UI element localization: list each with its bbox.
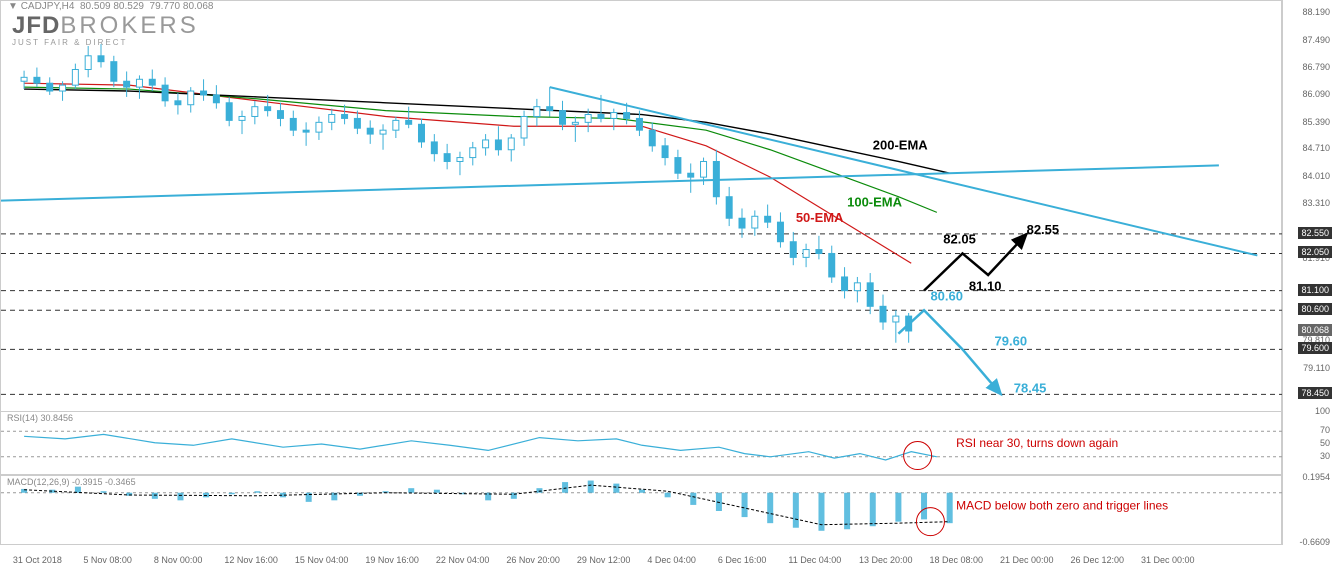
svg-text:50-EMA: 50-EMA xyxy=(796,210,844,225)
price-tick: 86.090 xyxy=(1302,89,1330,99)
time-tick: 29 Nov 12:00 xyxy=(577,555,631,565)
price-tick: 83.310 xyxy=(1302,198,1330,208)
svg-text:80.60: 80.60 xyxy=(930,288,963,303)
price-box: 80.068 xyxy=(1298,324,1332,336)
svg-text:100-EMA: 100-EMA xyxy=(847,195,903,210)
price-svg: 200-EMA 100-EMA50-EMA 82.55 82.05 81.10 80.60… xyxy=(1,1,1283,412)
svg-text:200-EMA: 200-EMA xyxy=(873,138,929,153)
time-tick: 5 Nov 08:00 xyxy=(83,555,132,565)
price-tick: 85.390 xyxy=(1302,117,1330,127)
svg-text:RSI near 30, turns down again: RSI near 30, turns down again xyxy=(956,436,1118,450)
time-tick: 19 Nov 16:00 xyxy=(365,555,419,565)
main-price-chart[interactable]: 200-EMA 100-EMA50-EMA 82.55 82.05 81.10 80.60… xyxy=(0,0,1282,411)
chart-container: ▼ CADJPY,H4 80.509 80.529 79.770 80.068 … xyxy=(0,0,1332,569)
svg-text:78.45: 78.45 xyxy=(1014,380,1047,395)
svg-text:82.55: 82.55 xyxy=(1027,222,1060,237)
time-tick: 31 Oct 2018 xyxy=(13,555,62,565)
price-tick: 88.190 xyxy=(1302,7,1330,17)
macd-svg: MACD below both zero and trigger lines xyxy=(1,476,1283,546)
svg-text:82.05: 82.05 xyxy=(943,232,976,247)
svg-text:81.10: 81.10 xyxy=(969,279,1002,294)
price-box: 78.450 xyxy=(1298,387,1332,399)
time-tick: 22 Nov 04:00 xyxy=(436,555,490,565)
time-axis: 31 Oct 2018 5 Nov 08:00 8 Nov 00:00 12 Nov … xyxy=(0,545,1282,569)
time-tick: 11 Dec 04:00 xyxy=(788,555,841,565)
time-tick: 4 Dec 04:00 xyxy=(647,555,696,565)
rsi-panel[interactable]: RSI(14) 30.8456 RSI near 30, turns down … xyxy=(0,411,1282,475)
time-tick: 26 Dec 12:00 xyxy=(1070,555,1124,565)
time-tick: 26 Nov 20:00 xyxy=(506,555,560,565)
price-axis: 88.190 87.490 86.790 86.090 85.390 84.710 84.0… xyxy=(1282,0,1332,411)
price-box: 82.550 xyxy=(1298,227,1332,239)
macd-axis: 0.1954-0.6609 xyxy=(1282,475,1332,545)
price-tick: 79.110 xyxy=(1303,363,1330,373)
time-tick: 13 Dec 20:00 xyxy=(859,555,913,565)
time-tick: 21 Dec 00:00 xyxy=(1000,555,1054,565)
price-tick: 87.490 xyxy=(1302,35,1330,45)
time-tick: 6 Dec 16:00 xyxy=(718,555,767,565)
price-tick: 86.790 xyxy=(1302,62,1330,72)
price-box: 80.600 xyxy=(1298,303,1332,315)
svg-text:79.60: 79.60 xyxy=(995,333,1028,348)
time-tick: 15 Nov 04:00 xyxy=(295,555,349,565)
time-tick: 12 Nov 16:00 xyxy=(224,555,278,565)
svg-text:MACD below both zero and trigg: MACD below both zero and trigger lines xyxy=(956,498,1168,512)
time-tick: 18 Dec 08:00 xyxy=(929,555,983,565)
time-tick: 31 Dec 00:00 xyxy=(1141,555,1195,565)
price-box: 79.600 xyxy=(1298,342,1332,354)
macd-panel[interactable]: MACD(12,26,9) -0.3915 -0.3465 MACD below… xyxy=(0,475,1282,545)
price-box: 81.100 xyxy=(1298,284,1332,296)
time-tick: 8 Nov 00:00 xyxy=(154,555,203,565)
rsi-svg: RSI near 30, turns down again xyxy=(1,412,1283,476)
price-box: 82.050 xyxy=(1298,246,1332,258)
price-tick: 84.010 xyxy=(1302,171,1330,181)
rsi-axis: 305070100 xyxy=(1282,411,1332,475)
price-tick: 84.710 xyxy=(1302,143,1330,153)
